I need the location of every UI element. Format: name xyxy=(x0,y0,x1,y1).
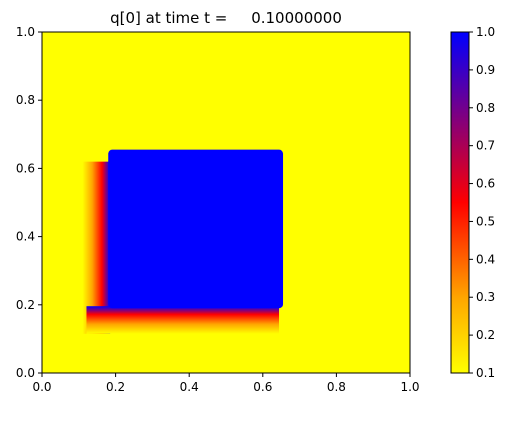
colorbar-tick-label: 0.4 xyxy=(476,252,495,266)
y-tick-label: 1.0 xyxy=(16,25,35,39)
plot-frame xyxy=(41,31,411,374)
colorbar-tick-label: 0.3 xyxy=(476,290,495,304)
colorbar-tick-label: 0.1 xyxy=(476,366,495,380)
colorbar-tick-label: 0.5 xyxy=(476,214,495,228)
colorbar-tick-label: 0.6 xyxy=(476,177,495,191)
y-tick-label: 0.0 xyxy=(16,366,35,380)
y-tick-label: 0.8 xyxy=(16,93,35,107)
colorbar-tick-label: 1.0 xyxy=(476,25,495,39)
x-tick-label: 0.0 xyxy=(32,380,51,394)
colorbar-tick-label: 0.9 xyxy=(476,63,495,77)
y-tick-label: 0.2 xyxy=(16,298,35,312)
y-tick-label: 0.6 xyxy=(16,161,35,175)
chart-title: q[0] at time t = 0.10000000 xyxy=(110,9,342,27)
x-axis: 0.0 0.2 0.4 0.6 0.8 1.0 xyxy=(32,373,420,394)
heatmap-region xyxy=(82,149,284,334)
x-tick-label: 1.0 xyxy=(400,380,419,394)
y-tick-label: 0.4 xyxy=(16,230,35,244)
x-tick-label: 0.8 xyxy=(327,380,346,394)
colorbar-tick-label: 0.8 xyxy=(476,101,495,115)
y-axis: 0.0 0.2 0.4 0.6 0.8 1.0 xyxy=(16,25,42,380)
colorbar-axis: 0.1 0.2 0.3 0.4 0.5 0.6 0.7 0.8 0.9 1.0 xyxy=(469,25,495,380)
colorbar-tick-label: 0.7 xyxy=(476,139,495,153)
x-tick-label: 0.6 xyxy=(253,380,272,394)
smeared-edge-bottom xyxy=(86,306,280,334)
x-tick-label: 0.4 xyxy=(180,380,199,394)
x-tick-label: 0.2 xyxy=(106,380,125,394)
blue-square-region xyxy=(108,149,284,309)
smeared-edge-left xyxy=(82,161,111,334)
colorbar-tick-label: 0.2 xyxy=(476,328,495,342)
colorbar xyxy=(450,31,470,374)
